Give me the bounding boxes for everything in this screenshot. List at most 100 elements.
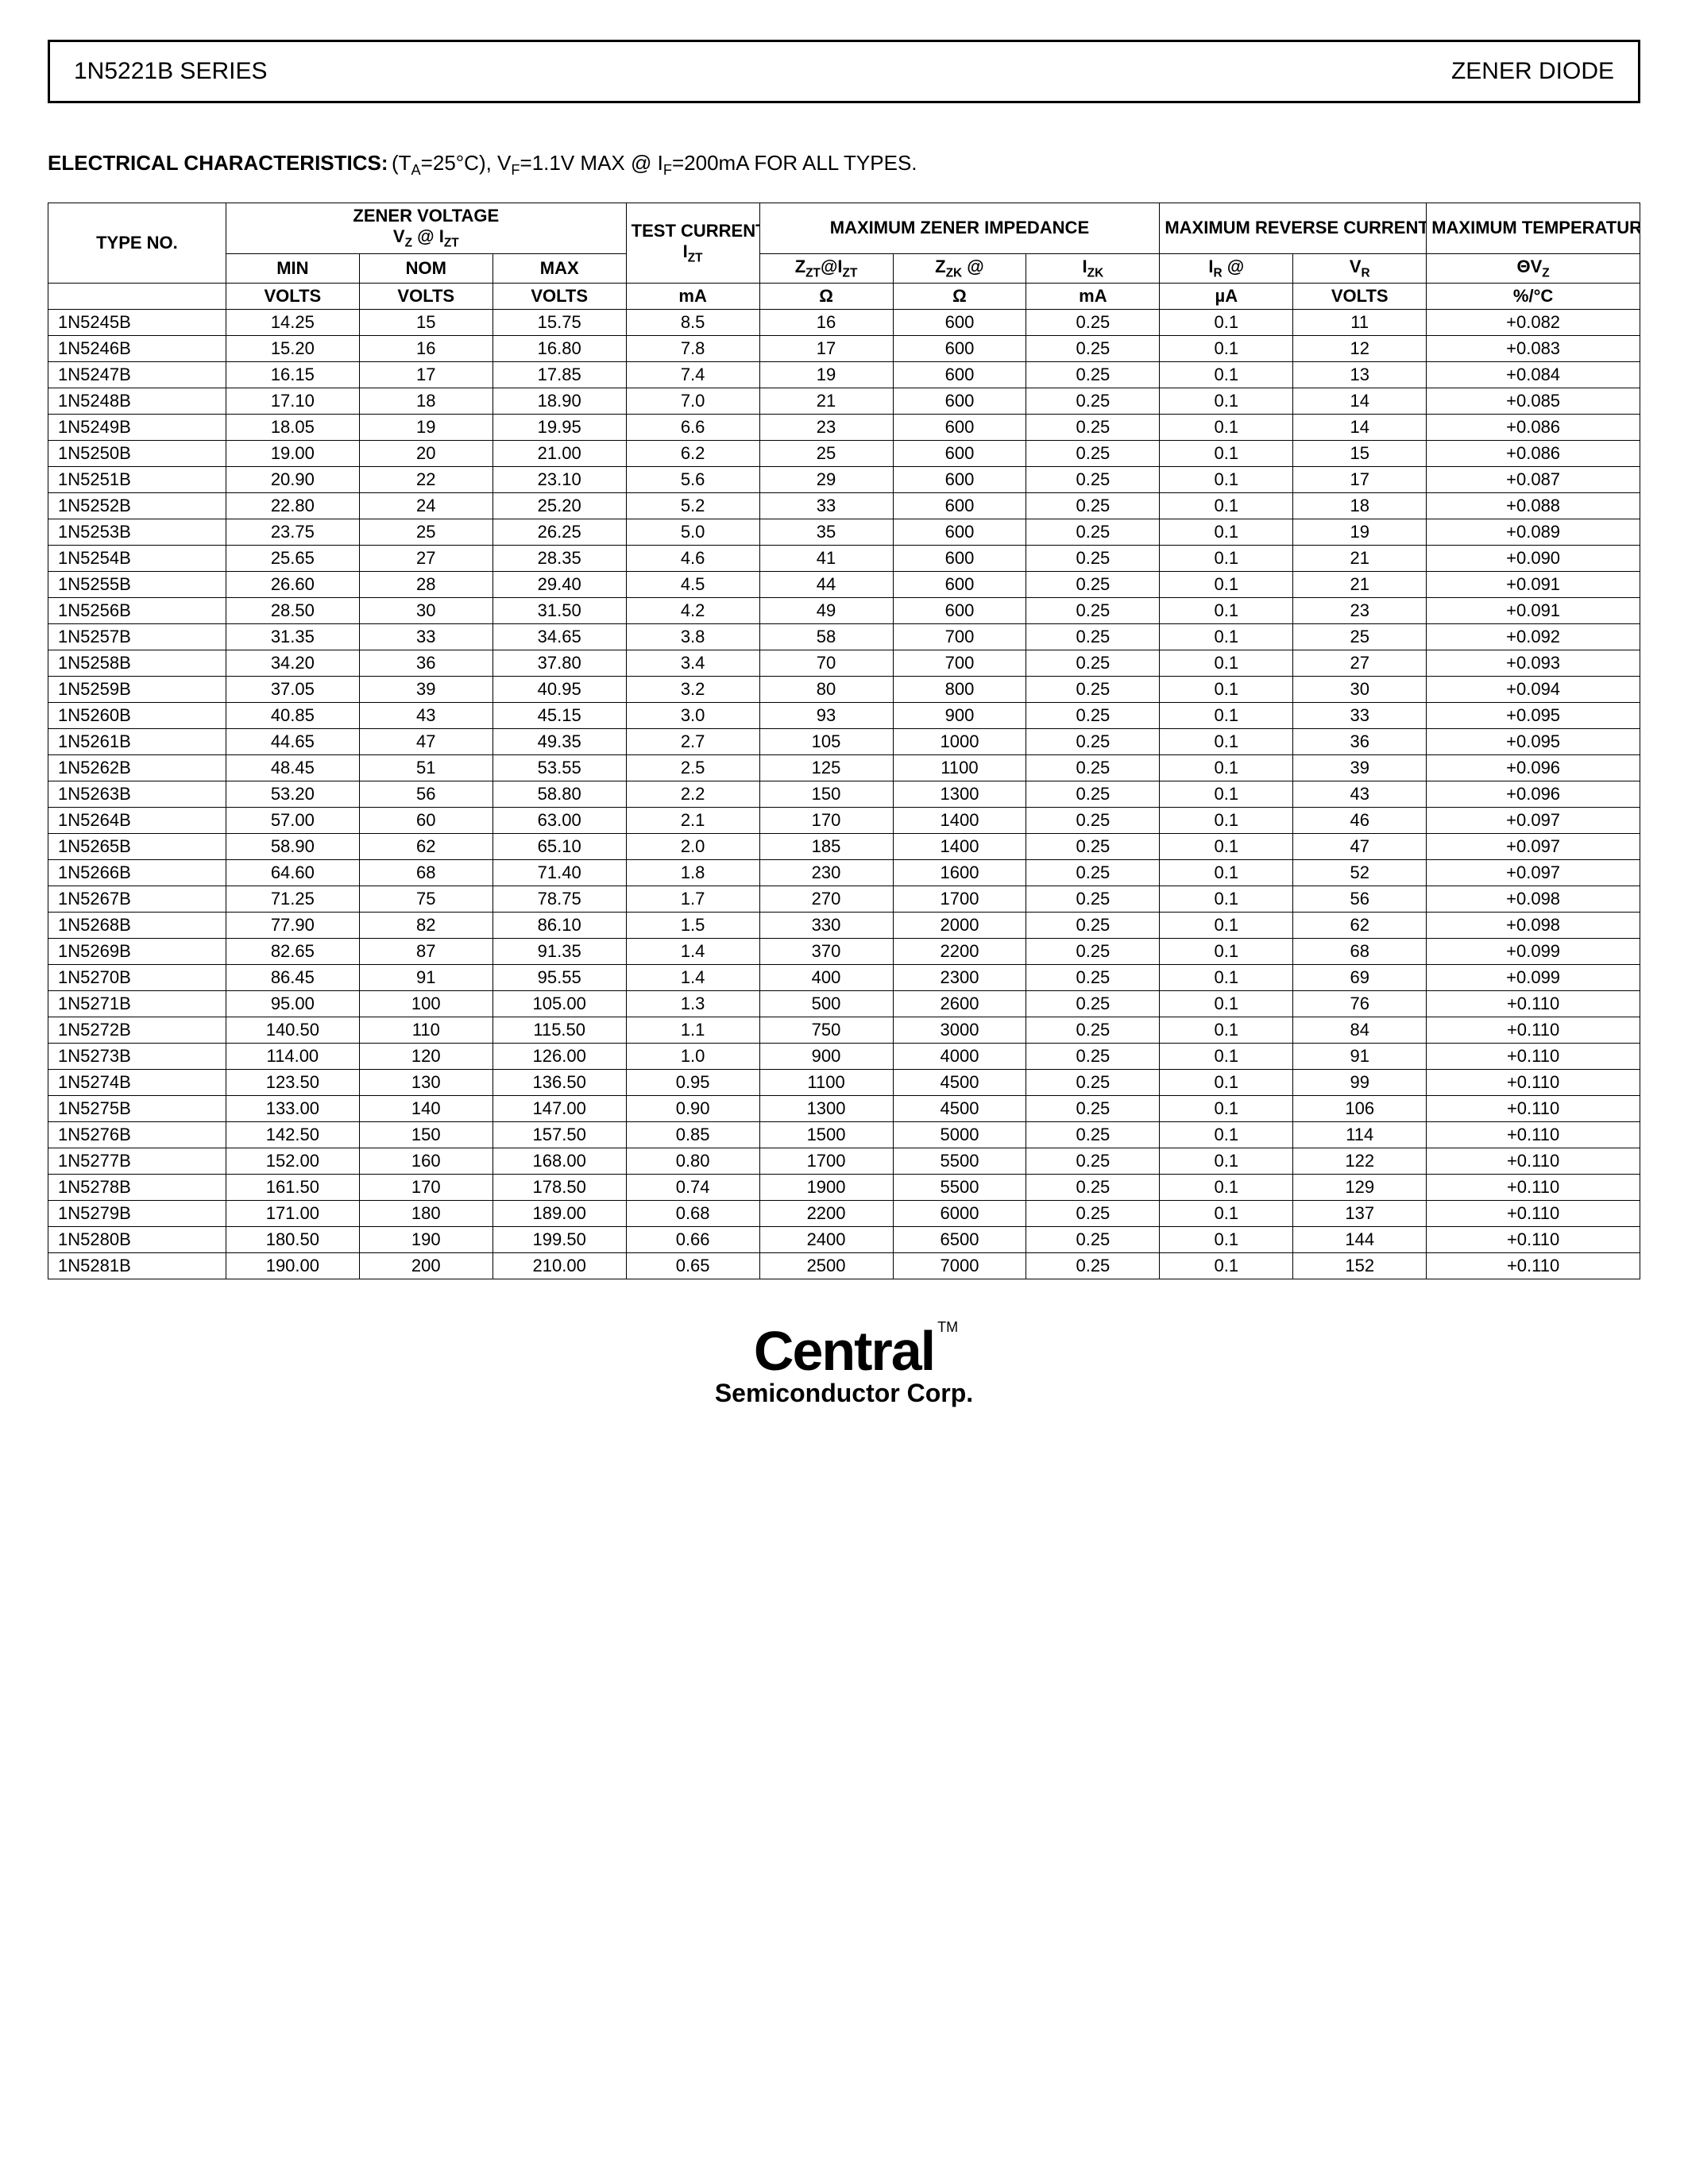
table-cell: 114.00: [226, 1043, 359, 1069]
table-cell: 6.2: [626, 440, 759, 466]
table-cell: 64.60: [226, 859, 359, 886]
table-cell: 168.00: [492, 1148, 626, 1174]
table-cell: 136.50: [492, 1069, 626, 1095]
table-cell: 0.1: [1160, 938, 1293, 964]
table-cell: 1N5274B: [48, 1069, 226, 1095]
table-cell: 19: [759, 361, 893, 388]
table-row: 1N5271B95.00100105.001.350026000.250.176…: [48, 990, 1640, 1017]
table-cell: 1N5281B: [48, 1252, 226, 1279]
table-cell: 1N5270B: [48, 964, 226, 990]
table-cell: 0.1: [1160, 545, 1293, 571]
footer: Central TM Semiconductor Corp.: [48, 1319, 1640, 1408]
table-row: 1N5274B123.50130136.500.95110045000.250.…: [48, 1069, 1640, 1095]
table-cell: 15: [1293, 440, 1427, 466]
table-cell: 0.1: [1160, 1200, 1293, 1226]
table-cell: 189.00: [492, 1200, 626, 1226]
table-cell: 0.1: [1160, 597, 1293, 623]
table-cell: 1N5258B: [48, 650, 226, 676]
table-cell: 5.6: [626, 466, 759, 492]
table-cell: 1N5272B: [48, 1017, 226, 1043]
table-cell: 600: [893, 466, 1026, 492]
table-cell: 2000: [893, 912, 1026, 938]
table-cell: 500: [759, 990, 893, 1017]
table-cell: 144: [1293, 1226, 1427, 1252]
table-row: 1N5256B28.503031.504.2496000.250.123+0.0…: [48, 597, 1640, 623]
table-cell: 2.2: [626, 781, 759, 807]
table-cell: 52: [1293, 859, 1427, 886]
table-row: 1N5245B14.251515.758.5166000.250.111+0.0…: [48, 309, 1640, 335]
table-cell: 56: [359, 781, 492, 807]
table-cell: 700: [893, 623, 1026, 650]
table-cell: 99: [1293, 1069, 1427, 1095]
table-cell: 114: [1293, 1121, 1427, 1148]
table-cell: 29: [759, 466, 893, 492]
unit-cell: %/°C: [1427, 283, 1640, 309]
table-cell: 36: [1293, 728, 1427, 754]
table-cell: 0.25: [1026, 597, 1160, 623]
unit-cell: µA: [1160, 283, 1293, 309]
table-cell: 190: [359, 1226, 492, 1252]
section-line: ELECTRICAL CHARACTERISTICS: (TA=25°C), V…: [48, 151, 1640, 179]
table-cell: 1N5265B: [48, 833, 226, 859]
table-row: 1N5272B140.50110115.501.175030000.250.18…: [48, 1017, 1640, 1043]
table-cell: 91: [359, 964, 492, 990]
table-cell: 1N5279B: [48, 1200, 226, 1226]
table-cell: 150: [759, 781, 893, 807]
table-cell: 152.00: [226, 1148, 359, 1174]
table-cell: 19: [359, 414, 492, 440]
table-cell: 17: [359, 361, 492, 388]
table-cell: 3.2: [626, 676, 759, 702]
table-cell: 43: [359, 702, 492, 728]
table-cell: 60: [359, 807, 492, 833]
table-cell: 600: [893, 492, 1026, 519]
table-cell: 0.25: [1026, 492, 1160, 519]
table-row: 1N5261B44.654749.352.710510000.250.136+0…: [48, 728, 1640, 754]
table-cell: 78.75: [492, 886, 626, 912]
header-box: 1N5221B SERIES ZENER DIODE: [48, 40, 1640, 103]
table-cell: 0.1: [1160, 623, 1293, 650]
brand-text: Central: [754, 1320, 934, 1382]
table-cell: 600: [893, 414, 1026, 440]
table-cell: +0.096: [1427, 781, 1640, 807]
table-cell: 1N5273B: [48, 1043, 226, 1069]
table-cell: 0.25: [1026, 571, 1160, 597]
table-cell: 200: [359, 1252, 492, 1279]
table-cell: +0.099: [1427, 938, 1640, 964]
table-cell: 14: [1293, 414, 1427, 440]
table-cell: 170: [359, 1174, 492, 1200]
brand-tm: TM: [937, 1319, 958, 1336]
unit-cell: mA: [1026, 283, 1160, 309]
table-cell: 1.4: [626, 964, 759, 990]
table-cell: 0.25: [1026, 676, 1160, 702]
table-cell: 0.25: [1026, 519, 1160, 545]
table-cell: 123.50: [226, 1069, 359, 1095]
table-cell: 0.1: [1160, 361, 1293, 388]
table-cell: +0.097: [1427, 833, 1640, 859]
table-cell: 0.25: [1026, 1252, 1160, 1279]
col-impedance-header: MAXIMUM ZENER IMPEDANCE: [759, 203, 1160, 253]
col-vz-header: ZENER VOLTAGEVZ @ IZT: [226, 203, 626, 253]
table-cell: 4000: [893, 1043, 1026, 1069]
table-cell: +0.098: [1427, 886, 1640, 912]
table-cell: +0.110: [1427, 1200, 1640, 1226]
table-cell: 2500: [759, 1252, 893, 1279]
table-cell: 28.35: [492, 545, 626, 571]
table-cell: 4.2: [626, 597, 759, 623]
table-cell: 130: [359, 1069, 492, 1095]
table-cell: +0.084: [1427, 361, 1640, 388]
table-cell: 1300: [759, 1095, 893, 1121]
table-cell: 25.65: [226, 545, 359, 571]
table-cell: 8.5: [626, 309, 759, 335]
table-cell: 0.25: [1026, 964, 1160, 990]
table-cell: 1.5: [626, 912, 759, 938]
table-cell: 1N5252B: [48, 492, 226, 519]
table-cell: 37.80: [492, 650, 626, 676]
table-cell: 0.25: [1026, 1043, 1160, 1069]
table-cell: 44: [759, 571, 893, 597]
table-cell: 7.0: [626, 388, 759, 414]
table-cell: 0.25: [1026, 1174, 1160, 1200]
table-cell: 6500: [893, 1226, 1026, 1252]
table-cell: 21: [1293, 571, 1427, 597]
table-cell: 5000: [893, 1121, 1026, 1148]
table-cell: 47: [1293, 833, 1427, 859]
